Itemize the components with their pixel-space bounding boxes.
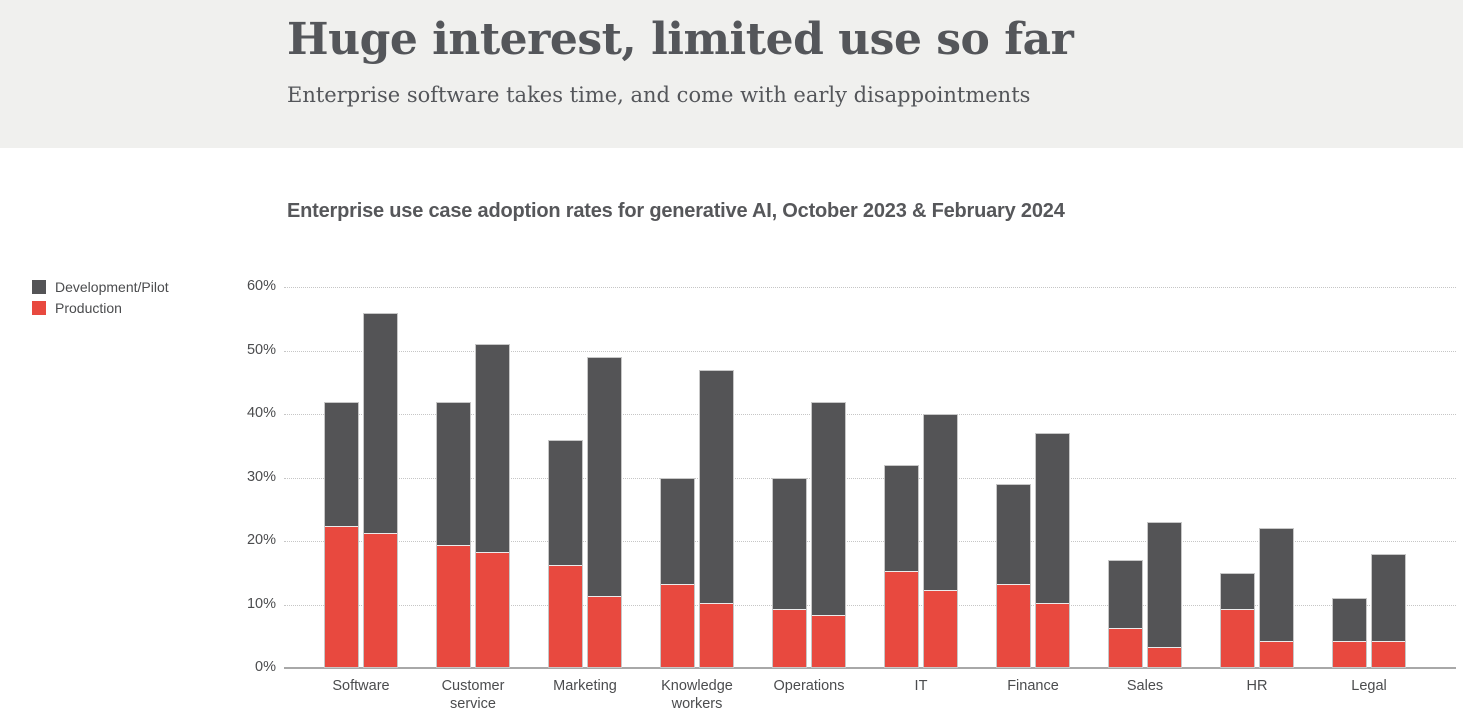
bar-segment-production [364, 532, 397, 667]
bar-segment-production [924, 589, 957, 667]
chart-title: Enterprise use case adoption rates for g… [287, 200, 1065, 222]
x-category-label: Marketing [553, 678, 617, 694]
bar-segment-production [1221, 608, 1254, 667]
legend-item: Development/Pilot [32, 279, 169, 295]
bar-february-2024 [1147, 522, 1182, 668]
bar-february-2024 [475, 344, 510, 668]
bar-october-2023 [324, 401, 359, 668]
y-tick-label: 40% [246, 405, 276, 422]
bar-segment-production [476, 551, 509, 667]
gridline [284, 414, 1456, 416]
gridline [284, 350, 1456, 352]
bar-segment-production [661, 583, 694, 667]
legend-item: Production [32, 300, 169, 316]
legend-label: Production [55, 300, 122, 316]
gridline [284, 477, 1456, 479]
x-category-label: Customer service [441, 678, 505, 712]
bar-segment-production [700, 602, 733, 667]
x-category-label: Operations [773, 678, 845, 694]
page-title: Huge interest, limited use so far [287, 14, 1074, 65]
bar-february-2024 [811, 401, 846, 668]
bar-segment-production [1109, 627, 1142, 667]
x-category-label: IT [914, 678, 928, 694]
y-tick-label: 50% [246, 341, 276, 358]
x-category-label: Sales [1126, 678, 1164, 694]
x-category-label: HR [1246, 678, 1268, 694]
bar-february-2024 [699, 369, 734, 668]
bar-october-2023 [548, 439, 583, 668]
y-tick-label: 30% [246, 468, 276, 485]
gridline [284, 604, 1456, 606]
x-category-label: Legal [1351, 678, 1387, 694]
bar-october-2023 [1108, 560, 1143, 668]
bar-segment-production [549, 564, 582, 667]
gridline [284, 287, 1456, 289]
y-tick-label: 60% [246, 278, 276, 295]
bar-february-2024 [1371, 553, 1406, 668]
bar-segment-production [1148, 646, 1181, 667]
bar-segment-production [1333, 640, 1366, 667]
bar-segment-production [997, 583, 1030, 667]
bar-segment-production [885, 570, 918, 667]
bar-segment-production [1372, 640, 1405, 667]
bar-segment-production [1036, 602, 1069, 667]
x-axis-line [284, 667, 1456, 669]
bar-february-2024 [1259, 528, 1294, 668]
header-band: Huge interest, limited use so far Enterp… [0, 0, 1463, 148]
bar-october-2023 [660, 477, 695, 668]
bar-segment-production [437, 545, 470, 667]
bar-october-2023 [884, 465, 919, 668]
bar-february-2024 [923, 414, 958, 668]
legend: Development/Pilot Production [32, 279, 169, 321]
x-category-label: Software [332, 678, 390, 694]
bar-segment-production [1260, 640, 1293, 667]
y-tick-label: 20% [246, 532, 276, 549]
bar-segment-production [812, 615, 845, 667]
bar-october-2023 [772, 477, 807, 668]
legend-swatch-icon [32, 280, 46, 294]
bar-february-2024 [587, 357, 622, 668]
x-category-label: Knowledge workers [661, 678, 733, 712]
bar-february-2024 [363, 312, 398, 668]
y-tick-label: 0% [255, 659, 276, 675]
bar-october-2023 [996, 484, 1031, 668]
x-category-label: Finance [1007, 678, 1059, 694]
bar-segment-production [588, 596, 621, 667]
page-subtitle: Enterprise software takes time, and come… [287, 83, 1031, 107]
bar-february-2024 [1035, 433, 1070, 668]
bar-october-2023 [1332, 598, 1367, 668]
bar-segment-production [325, 526, 358, 667]
gridline [284, 541, 1456, 543]
legend-swatch-icon [32, 301, 46, 315]
bar-october-2023 [436, 401, 471, 668]
bar-segment-production [773, 608, 806, 667]
y-tick-label: 10% [246, 595, 276, 612]
bar-october-2023 [1220, 572, 1255, 668]
legend-label: Development/Pilot [55, 279, 169, 295]
